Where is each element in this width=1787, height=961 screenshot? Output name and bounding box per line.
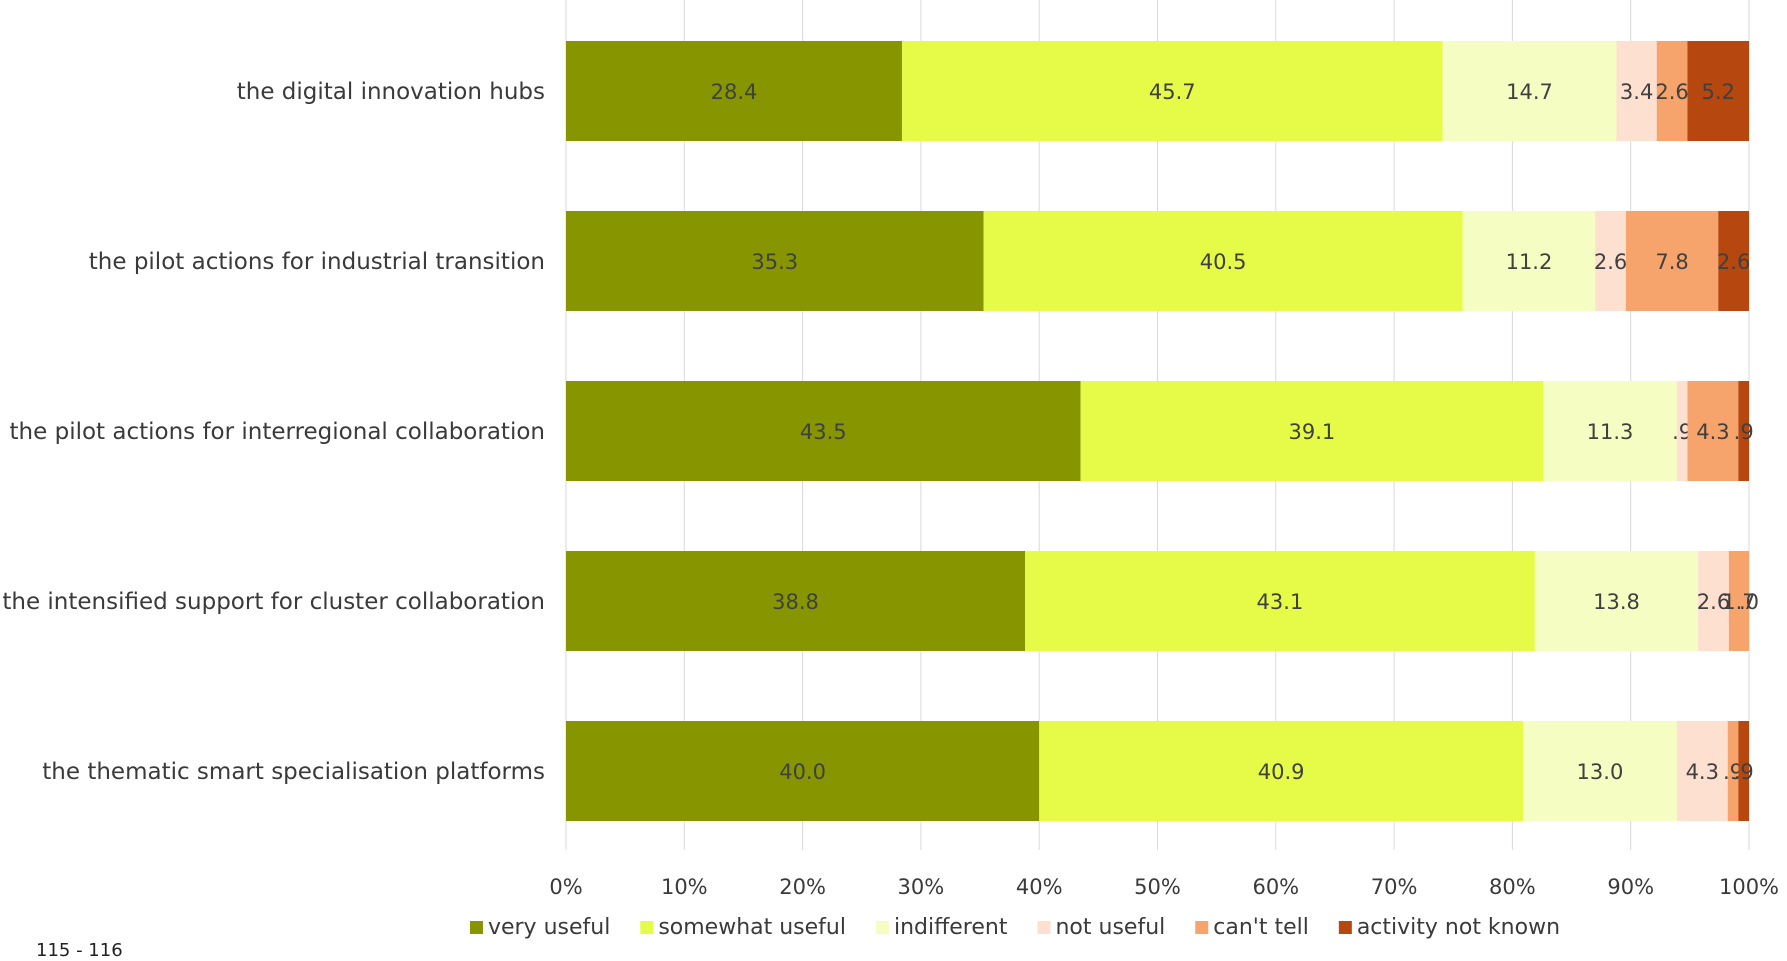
category-label: the intensified support for cluster coll… — [2, 589, 545, 615]
bar-segment — [901, 41, 1443, 141]
bar-segment — [566, 721, 1040, 821]
bar-segment — [1080, 381, 1544, 481]
data-label: 14.7 — [1506, 80, 1553, 104]
legend-label: very useful — [488, 915, 610, 940]
data-label: 4.3 — [1686, 760, 1719, 784]
legend-swatch — [1195, 921, 1209, 934]
category-label: the pilot actions for interregional coll… — [10, 419, 545, 445]
data-label: 7.8 — [1655, 250, 1688, 274]
data-label: 45.7 — [1149, 80, 1196, 104]
x-tick-label: 0% — [549, 875, 582, 899]
data-label: .9 — [1672, 420, 1692, 444]
data-label: 38.8 — [772, 590, 819, 614]
bar-segment — [1687, 381, 1739, 481]
data-label: 2.6 — [1697, 590, 1730, 614]
bar-segment — [566, 41, 902, 141]
bar-segment — [1025, 551, 1535, 651]
x-tick-label: 10% — [661, 875, 708, 899]
data-label: 40.5 — [1200, 250, 1247, 274]
x-tick-label: 20% — [779, 875, 826, 899]
category-labels: the digital innovation hubs the pilot act… — [2, 79, 545, 785]
data-label: 1.7 — [1722, 590, 1755, 614]
category-label: the thematic smart specialisation platfo… — [42, 759, 545, 785]
bar-segment — [1625, 211, 1719, 311]
data-label: 11.3 — [1587, 420, 1634, 444]
x-tick-label: 100% — [1719, 875, 1779, 899]
bar-segment — [1738, 721, 1749, 821]
legend-label: can't tell — [1213, 915, 1309, 940]
x-tick-label: 70% — [1371, 875, 1418, 899]
data-label: 2.6 — [1717, 250, 1750, 274]
bar-segment — [1676, 721, 1728, 821]
bar-segment — [1687, 41, 1749, 141]
bar-segment — [1718, 211, 1749, 311]
x-tick-labels: 0% 10% 20% 30% 40% 50% 60% 70% 80% 90% 100% — [549, 875, 1779, 899]
legend-label: not useful — [1055, 915, 1165, 940]
bar-segment — [566, 211, 984, 311]
legend-label: somewhat useful — [658, 915, 846, 940]
data-label: 5.2 — [1702, 80, 1735, 104]
data-label: 28.4 — [711, 80, 758, 104]
data-label: 2.6 — [1655, 80, 1688, 104]
data-label: 43.5 — [800, 420, 847, 444]
bar-segment — [566, 381, 1081, 481]
x-tick-label: 90% — [1607, 875, 1654, 899]
category-label: the pilot actions for industrial transit… — [89, 249, 545, 275]
data-label: 4.3 — [1696, 420, 1729, 444]
bar-segment — [983, 211, 1463, 311]
data-label: 39.1 — [1288, 420, 1335, 444]
legend-label: indifferent — [894, 915, 1008, 940]
legend-swatch — [1037, 921, 1051, 934]
data-label: 40.9 — [1258, 760, 1305, 784]
x-tick-label: 30% — [898, 875, 945, 899]
legend-swatch — [640, 921, 654, 934]
data-label: 40.0 — [779, 760, 826, 784]
bar-segment — [1462, 211, 1596, 311]
bars: 28.4 45.7 14.7 3.4 2.6 5.235.3 40.5 11.2 2.6 7.8 2… — [566, 41, 1759, 821]
bar-segment — [1676, 381, 1688, 481]
bar-segment — [1698, 551, 1729, 651]
bar-segment — [1616, 41, 1657, 141]
category-label: the digital innovation hubs — [237, 79, 545, 105]
bar-segment — [1595, 211, 1626, 311]
x-tick-label: 40% — [1016, 875, 1063, 899]
data-label: 2.6 — [1594, 250, 1627, 274]
bar-segment — [1039, 721, 1524, 821]
data-label: 43.1 — [1257, 590, 1304, 614]
data-label: 13.8 — [1593, 590, 1640, 614]
bar-segment — [566, 551, 1026, 651]
bar-segment — [1727, 721, 1739, 821]
bar-segment — [1656, 41, 1688, 141]
data-label: .0 — [1739, 590, 1759, 614]
legend-swatch — [469, 921, 483, 934]
legend: very useful somewhat useful indifferent not… — [469, 915, 1560, 940]
x-tick-label: 80% — [1489, 875, 1536, 899]
data-label: .9 — [1734, 760, 1754, 784]
data-label: 13.0 — [1577, 760, 1624, 784]
bar-segment — [1738, 381, 1749, 481]
bar-segment — [1523, 721, 1677, 821]
data-label: .9 — [1723, 760, 1743, 784]
data-label: 35.3 — [751, 250, 798, 274]
bar-segment — [1543, 381, 1677, 481]
data-label: 11.2 — [1506, 250, 1553, 274]
legend-swatch — [875, 921, 889, 934]
bar-segment — [1442, 41, 1617, 141]
data-label: .9 — [1734, 420, 1754, 444]
x-tick-label: 60% — [1252, 875, 1299, 899]
legend-label: activity not known — [1357, 915, 1560, 940]
bar-segment — [1728, 551, 1749, 651]
x-tick-label: 50% — [1134, 875, 1181, 899]
legend-swatch — [1338, 921, 1352, 934]
data-label: 3.4 — [1620, 80, 1653, 104]
bar-segment — [1534, 551, 1699, 651]
